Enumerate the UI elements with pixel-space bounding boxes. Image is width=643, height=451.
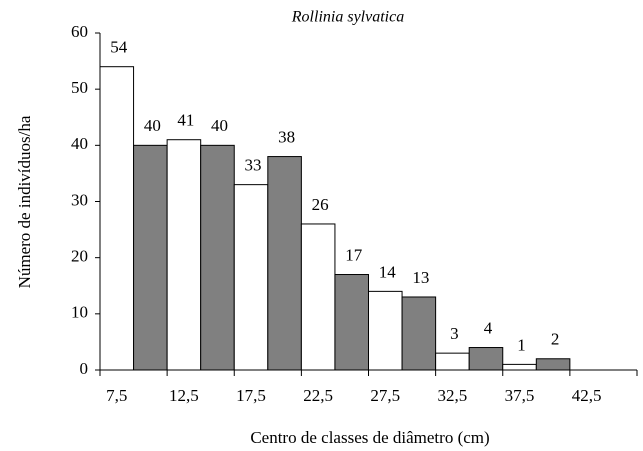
chart-title: Rollinia sylvatica — [291, 9, 404, 26]
bar — [401, 296, 437, 371]
bar — [368, 290, 403, 371]
x-tick-label: 37,5 — [505, 386, 535, 405]
data-label: 2 — [551, 330, 560, 349]
x-tick-label: 12,5 — [169, 386, 199, 405]
bar — [334, 274, 369, 371]
bar — [99, 66, 135, 371]
data-label: 3 — [450, 324, 459, 343]
data-label: 13 — [412, 268, 429, 287]
bar — [435, 352, 470, 371]
y-axis-label: Número de indivíduos/ha — [15, 115, 34, 288]
x-tick-label: 7,5 — [106, 386, 127, 405]
data-label: 38 — [278, 127, 295, 146]
bar — [535, 358, 571, 371]
data-label: 4 — [484, 318, 493, 337]
data-label: 54 — [110, 38, 128, 57]
x-tick-label: 22,5 — [303, 386, 333, 405]
data-label: 40 — [144, 116, 161, 135]
bar — [166, 139, 202, 371]
y-tick-label: 0 — [80, 359, 89, 378]
data-label: 14 — [379, 262, 397, 281]
x-tick-label: 42,5 — [572, 386, 602, 405]
y-tick-label: 40 — [71, 134, 88, 153]
data-label: 17 — [345, 245, 363, 264]
data-label: 41 — [177, 111, 194, 130]
bar — [233, 184, 269, 371]
x-tick-label: 27,5 — [370, 386, 400, 405]
data-label: 26 — [312, 195, 329, 214]
data-label: 40 — [211, 116, 228, 135]
bar — [267, 156, 302, 371]
bar — [133, 144, 168, 371]
y-tick-label: 60 — [71, 22, 88, 41]
bar — [502, 363, 537, 371]
y-tick-label: 20 — [71, 247, 88, 266]
x-axis-label: Centro de classes de diâmetro (cm) — [250, 428, 489, 447]
y-tick-label: 50 — [71, 78, 88, 97]
data-label: 1 — [517, 335, 526, 354]
x-tick-label: 32,5 — [438, 386, 468, 405]
y-tick-label: 30 — [71, 190, 88, 209]
bar — [468, 347, 504, 371]
bar — [200, 144, 235, 371]
bar — [300, 223, 336, 371]
data-label: 33 — [245, 156, 262, 175]
x-tick-label: 17,5 — [236, 386, 266, 405]
y-tick-label: 10 — [71, 303, 88, 322]
